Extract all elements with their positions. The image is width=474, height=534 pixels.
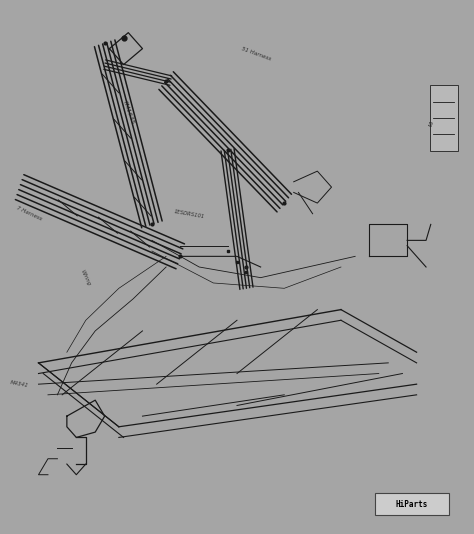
Text: M4341: M4341 xyxy=(10,380,29,388)
Text: HiParts: HiParts xyxy=(396,499,428,508)
Text: TM1635: TM1635 xyxy=(122,100,135,125)
Text: Wiring: Wiring xyxy=(80,269,91,286)
Text: 1ESDRS101: 1ESDRS101 xyxy=(174,209,206,219)
Text: 7 Harness: 7 Harness xyxy=(16,206,43,222)
FancyBboxPatch shape xyxy=(375,493,449,515)
Text: 51 Harness: 51 Harness xyxy=(240,46,272,61)
Text: fig: fig xyxy=(428,120,433,127)
FancyBboxPatch shape xyxy=(430,85,458,151)
